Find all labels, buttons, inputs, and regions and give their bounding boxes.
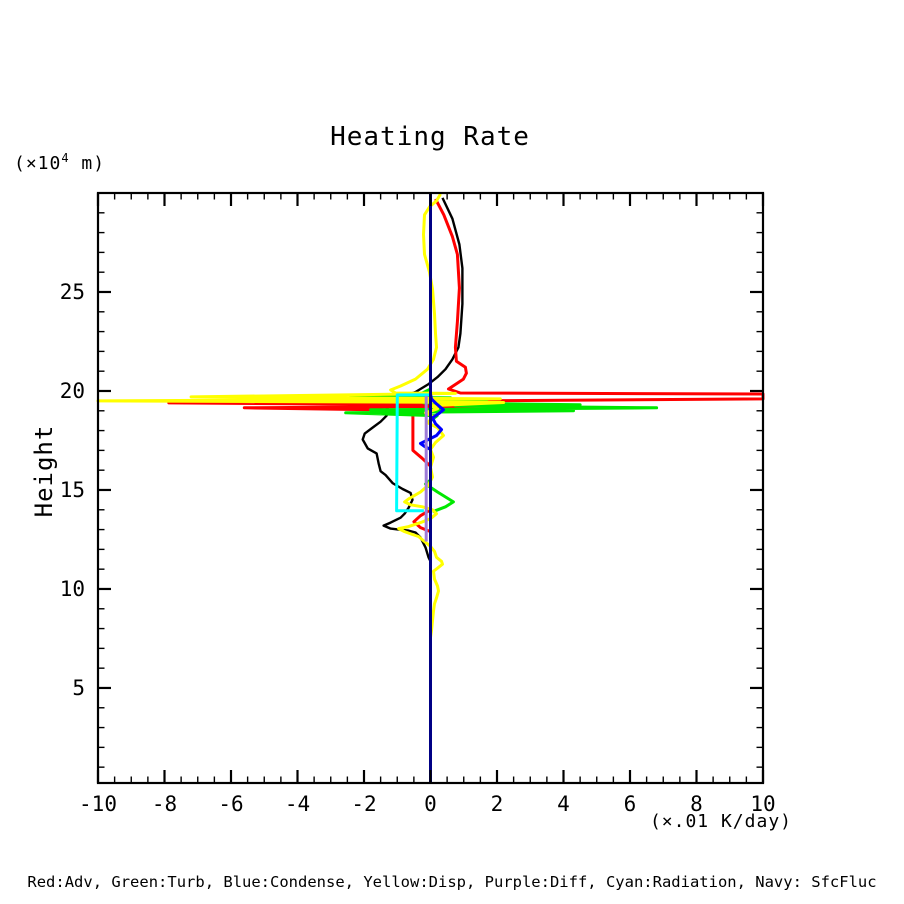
y-unit-exponent: 4 — [61, 151, 70, 165]
x-axis-unit-label: (×.01 K/day) — [649, 811, 792, 832]
x-tick-label: 10 — [750, 792, 775, 816]
legend-text: Red:Adv, Green:Turb, Blue:Condense, Yell… — [27, 873, 877, 891]
x-tick-label: -4 — [285, 792, 310, 816]
x-tick-label: -8 — [152, 792, 177, 816]
y-axis-unit-label: (×104 m) — [14, 151, 105, 174]
y-tick-label: 5 — [72, 676, 85, 700]
series-line-adv — [167, 198, 765, 538]
series-line-disp — [96, 193, 506, 638]
y-tick-label: 20 — [60, 379, 85, 403]
y-tick-label: 25 — [60, 280, 85, 304]
y-axis-title: Height — [30, 424, 58, 518]
series-line-condense — [419, 387, 445, 451]
x-tick-label: 0 — [424, 792, 437, 816]
series-line-radiation — [395, 393, 431, 513]
x-tick-label: 6 — [624, 792, 637, 816]
y-tick-label: 10 — [60, 577, 85, 601]
y-unit-suffix: m) — [69, 153, 106, 174]
x-tick-label: -6 — [218, 792, 243, 816]
series-line-total — [361, 197, 464, 562]
y-tick-label: 15 — [60, 478, 85, 502]
x-tick-label: -2 — [351, 792, 376, 816]
y-unit-prefix: (×10 — [14, 153, 62, 174]
x-tick-label: -10 — [79, 792, 117, 816]
x-tick-label: 2 — [491, 792, 504, 816]
x-tick-label: 4 — [557, 792, 570, 816]
x-tick-label: 8 — [690, 792, 703, 816]
chart-title: Heating Rate — [330, 122, 530, 152]
